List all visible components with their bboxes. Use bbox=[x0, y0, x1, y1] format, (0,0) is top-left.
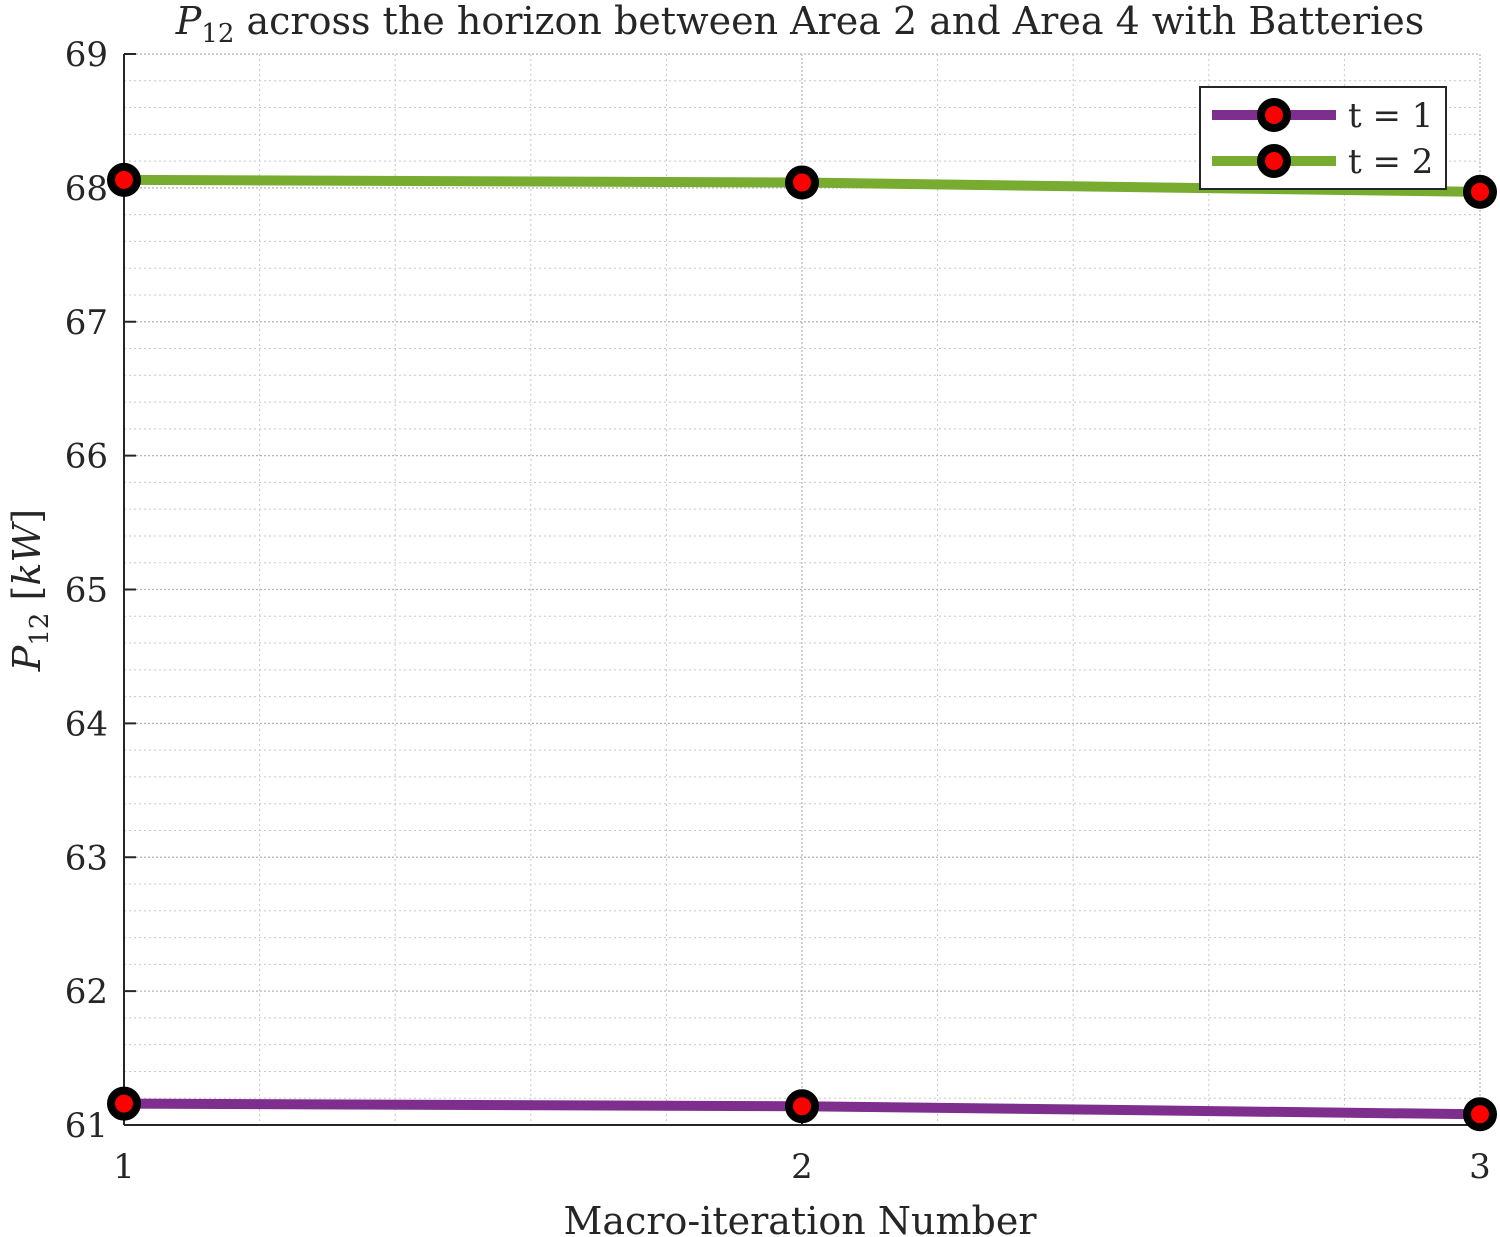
chart-title: P12 across the horizon between Area 2 an… bbox=[175, 0, 1425, 49]
y-tick-label: 65 bbox=[65, 571, 108, 611]
y-tick-label: 64 bbox=[65, 704, 108, 744]
x-axis-label: Macro-iteration Number bbox=[563, 1199, 1037, 1237]
legend-label-2: t = 2 bbox=[1348, 142, 1433, 182]
y-tick-label: 63 bbox=[65, 838, 108, 878]
y-axis-label: P12 [kW] bbox=[5, 509, 55, 673]
y-tick-label: 66 bbox=[65, 437, 108, 477]
legend: t = 1 t = 2 bbox=[1199, 86, 1447, 190]
y-tick-label: 68 bbox=[65, 169, 108, 209]
major-grid bbox=[123, 53, 1481, 1126]
data-point bbox=[785, 165, 819, 200]
y-tick-label: 67 bbox=[65, 303, 108, 343]
data-point bbox=[1463, 1097, 1497, 1132]
data-point bbox=[1463, 174, 1497, 209]
legend-marker bbox=[1257, 144, 1291, 178]
x-tick-label: 2 bbox=[791, 1147, 813, 1187]
data-point bbox=[107, 162, 141, 197]
tick-labels: 61 62 63 64 65 66 67 68 69 1 2 3 bbox=[65, 35, 1491, 1187]
data-point bbox=[107, 1086, 141, 1121]
y-tick-label: 61 bbox=[65, 1106, 108, 1146]
data-point bbox=[785, 1089, 819, 1124]
x-tick-label: 3 bbox=[1469, 1147, 1491, 1187]
legend-marker bbox=[1257, 98, 1291, 132]
legend-box bbox=[1199, 86, 1447, 190]
x-tick-label: 1 bbox=[113, 1147, 135, 1187]
y-tick-label: 62 bbox=[65, 972, 108, 1012]
legend-label-1: t = 1 bbox=[1348, 96, 1433, 136]
y-tick-label: 69 bbox=[65, 35, 108, 75]
